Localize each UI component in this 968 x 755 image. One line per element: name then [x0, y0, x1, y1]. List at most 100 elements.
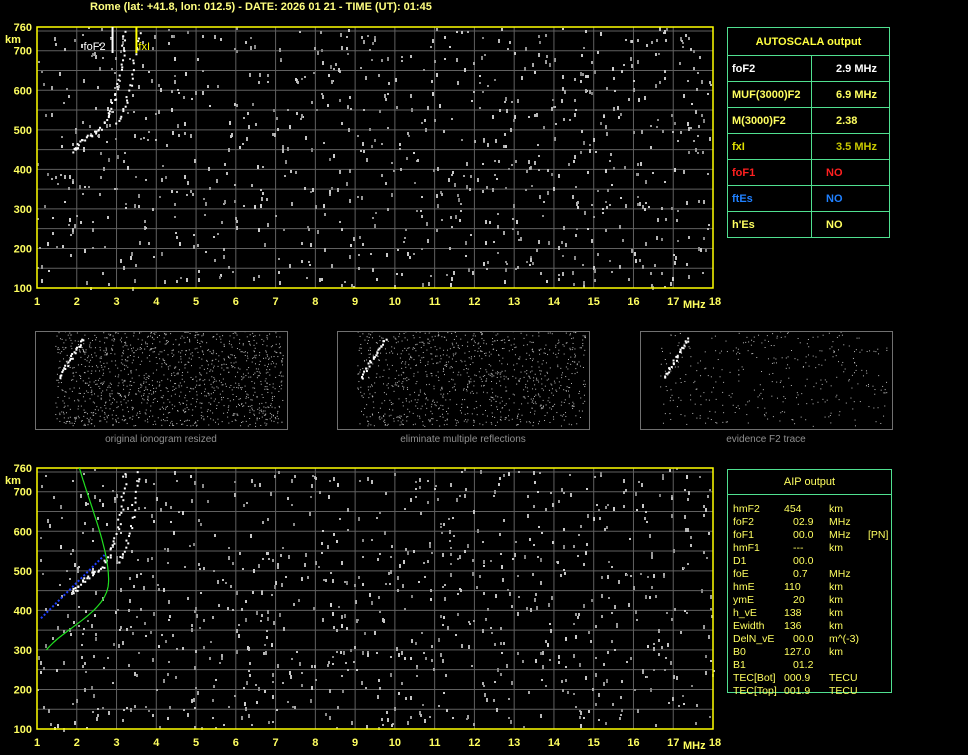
- thumbnail-dot: [189, 391, 191, 393]
- noise-dot: [324, 213, 326, 216]
- thumbnail-dot: [419, 359, 421, 361]
- thumbnail-dot: [137, 356, 139, 358]
- thumbnail-dot: [186, 407, 188, 409]
- thumbnail-caption: evidence F2 trace: [726, 434, 806, 445]
- thumbnail-trace: [684, 340, 687, 343]
- thumbnail-dot: [115, 414, 117, 416]
- thumbnail-dot: [880, 422, 882, 424]
- noise-dot: [351, 284, 353, 287]
- thumbnail-dot: [738, 332, 740, 334]
- thumbnail-dot: [188, 409, 190, 411]
- thumbnail-dot: [235, 332, 237, 334]
- thumbnail-dot: [256, 371, 258, 373]
- autoscala-value: NO: [811, 185, 890, 212]
- noise-dot: [182, 647, 184, 650]
- thumbnail-dot: [705, 367, 707, 369]
- noise-dot: [60, 505, 62, 509]
- thumbnail-dot: [474, 374, 476, 376]
- noise-dot: [415, 642, 417, 645]
- thumbnail-dot: [81, 420, 83, 422]
- noise-dot: [366, 725, 368, 729]
- thumbnail-dot: [768, 340, 770, 342]
- noise-dot: [189, 545, 191, 547]
- thumbnail-dot: [467, 413, 469, 415]
- noise-dot: [234, 184, 236, 186]
- noise-dot: [651, 555, 653, 559]
- thumbnail-dot: [125, 419, 127, 421]
- noise-dot: [163, 588, 165, 592]
- thumbnail-dot: [493, 348, 495, 350]
- noise-dot: [511, 605, 513, 608]
- thumbnail-dot: [400, 415, 402, 417]
- noise-dot: [569, 474, 571, 476]
- noise-dot: [698, 247, 700, 251]
- noise-dot: [158, 588, 160, 591]
- noise-dot: [94, 495, 96, 499]
- noise-dot: [466, 162, 468, 166]
- noise-dot: [41, 265, 43, 269]
- noise-dot: [437, 498, 439, 501]
- fxi-marker-label: fxI: [138, 41, 150, 53]
- thumbnail-dot: [511, 418, 513, 420]
- thumbnail-dot: [460, 359, 462, 361]
- noise-dot: [522, 660, 524, 663]
- thumbnail-dot: [263, 357, 265, 359]
- thumbnail-dot: [178, 344, 180, 346]
- thumbnail-dot: [491, 423, 493, 425]
- x-tick-label: 7: [273, 296, 279, 308]
- thumbnail-dot: [232, 414, 234, 416]
- noise-dot: [372, 268, 374, 272]
- thumbnail-dot: [148, 375, 150, 377]
- thumbnail-dot: [508, 415, 510, 417]
- thumbnail-dot: [378, 359, 380, 361]
- thumbnail-dot: [233, 413, 235, 415]
- noise-dot: [642, 504, 644, 508]
- thumbnail-dot: [412, 334, 414, 336]
- thumbnail-dot: [442, 408, 444, 410]
- noise-dot: [369, 593, 371, 597]
- thumbnail-dot: [360, 347, 362, 349]
- noise-dot: [496, 708, 498, 712]
- thumbnail-dot: [208, 402, 210, 404]
- noise-dot: [491, 632, 493, 634]
- noise-dot: [140, 573, 142, 575]
- thumbnail-dot: [737, 358, 739, 360]
- thumbnail-dot: [146, 343, 148, 345]
- thumbnail-dot: [359, 371, 361, 373]
- noise-dot: [374, 39, 376, 42]
- noise-dot: [575, 706, 577, 708]
- noise-dot: [492, 188, 494, 192]
- thumbnail-dot: [245, 391, 247, 393]
- thumbnail-dot: [146, 357, 148, 359]
- noise-dot: [703, 625, 705, 629]
- noise-dot: [192, 193, 194, 196]
- thumbnail-dot: [435, 405, 437, 407]
- noise-dot: [87, 620, 89, 622]
- noise-dot: [509, 592, 511, 596]
- thumbnail-dot: [414, 391, 416, 393]
- noise-dot: [341, 284, 343, 287]
- thumbnail-dot: [561, 374, 563, 376]
- noise-dot: [690, 536, 692, 539]
- thumbnail-dot: [240, 351, 242, 353]
- thumbnail-dot: [568, 403, 570, 405]
- thumbnail-dot: [544, 385, 546, 387]
- thumbnail-dot: [528, 376, 530, 378]
- thumbnail-dot: [219, 393, 221, 395]
- thumbnail-dot: [785, 357, 787, 359]
- thumbnail-dot: [96, 406, 98, 408]
- noise-dot: [301, 114, 303, 118]
- thumbnail-dot: [473, 419, 475, 421]
- thumbnail-dot: [226, 367, 228, 369]
- noise-dot: [356, 669, 358, 671]
- noise-dot: [97, 714, 99, 717]
- aip-value: 00.0: [793, 555, 814, 567]
- thumbnail-dot: [96, 383, 98, 385]
- thumbnail-dot: [256, 419, 258, 421]
- noise-dot: [407, 132, 409, 135]
- noise-dot: [460, 203, 462, 205]
- thumbnail-dot: [138, 417, 140, 419]
- noise-dot: [63, 661, 65, 665]
- thumbnail-dot: [761, 342, 763, 344]
- noise-dot: [362, 556, 364, 558]
